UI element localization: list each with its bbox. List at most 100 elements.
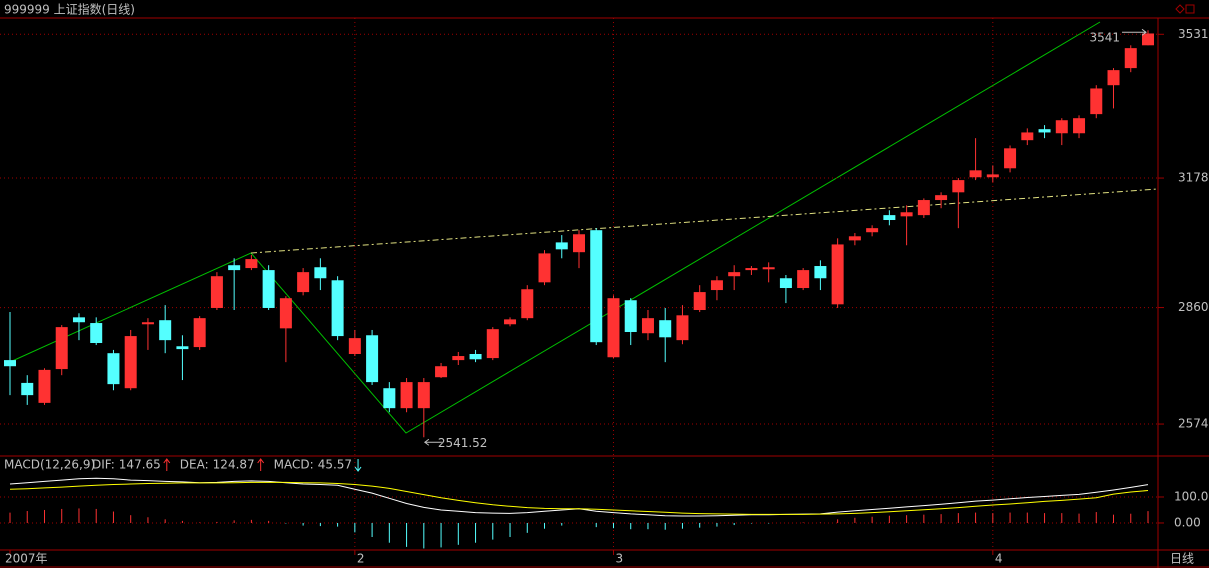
trend-line	[250, 188, 1159, 254]
x-tick-label: 3	[615, 552, 623, 566]
candle-body	[176, 346, 189, 350]
candle-body	[762, 267, 775, 270]
candle-body	[883, 215, 896, 221]
candle-body	[159, 320, 172, 341]
candle-body	[21, 382, 34, 396]
candle-body	[1021, 132, 1034, 141]
candle-body	[90, 323, 103, 344]
y-tick-label: 3531	[1178, 27, 1209, 41]
y-tick-label: 0.00	[1174, 515, 1201, 529]
legend-value: 124.87	[213, 458, 255, 472]
candle-body	[555, 242, 568, 250]
candle-body	[866, 228, 879, 233]
x-tick-label: 4	[995, 552, 1003, 566]
candle-body	[1004, 148, 1017, 169]
candle-body	[917, 200, 930, 216]
candle-body	[210, 276, 223, 308]
x-tick-label: 2007年	[5, 552, 48, 566]
candle-body	[348, 338, 361, 354]
legend-name: MACD:	[274, 458, 314, 472]
candle-body	[779, 278, 792, 289]
candle-body	[383, 388, 396, 409]
candle-body	[331, 280, 344, 337]
trend-line	[9, 21, 1101, 434]
candle-body	[728, 272, 741, 277]
candle-body	[279, 298, 292, 329]
candle-body	[1055, 120, 1068, 134]
indicator-title: MACD(12,26,9)	[4, 458, 95, 472]
candle-body	[1073, 118, 1086, 134]
candle-body	[848, 236, 861, 241]
period-label: 日线	[1170, 552, 1194, 566]
candle-body	[1107, 70, 1120, 86]
candle-body	[745, 268, 758, 271]
candle-body	[607, 298, 620, 358]
y-tick-label: 3178	[1178, 171, 1209, 185]
y-tick-label: 2574	[1178, 417, 1209, 431]
window-icon[interactable]	[1185, 4, 1195, 14]
trend-arrow	[163, 458, 171, 471]
annotation-low: 2541.52	[438, 436, 488, 450]
legend-value: 147.65	[119, 458, 161, 472]
legend-name: DEA:	[180, 458, 209, 472]
annotation-high: 3541	[1089, 31, 1120, 45]
candle-body	[486, 329, 499, 359]
candle-body	[469, 353, 482, 360]
y-tick-label: 100.0	[1174, 489, 1208, 503]
macd-line	[9, 481, 1149, 515]
candle-body	[314, 267, 327, 279]
candle-body	[590, 230, 603, 343]
candle-body	[935, 195, 948, 201]
candle-body	[969, 170, 982, 178]
candle-body	[452, 356, 465, 361]
candle-body	[521, 289, 534, 319]
candle-body	[659, 320, 672, 338]
y-tick-label: 2860	[1178, 300, 1209, 314]
candle-body	[72, 317, 85, 323]
candle-body	[693, 292, 706, 311]
candle-body	[676, 315, 689, 341]
candle-body	[986, 174, 999, 178]
candle-body	[4, 360, 16, 367]
candle-body	[1090, 88, 1103, 115]
candle-body	[417, 382, 430, 409]
legend-name: DIF:	[92, 458, 115, 472]
candle-body	[1142, 33, 1154, 46]
candle-body	[504, 319, 517, 325]
candle-body	[573, 234, 585, 253]
candle-body	[245, 259, 258, 269]
window-icon[interactable]	[1175, 4, 1185, 14]
candle-body	[366, 335, 379, 383]
candle-body	[262, 270, 275, 308]
annotation-arrow	[423, 438, 442, 446]
candle-body	[538, 253, 551, 283]
candle-body	[297, 272, 310, 293]
candle-body	[1038, 129, 1051, 133]
candle-body	[952, 180, 965, 193]
candle-body	[710, 280, 723, 291]
candle-body	[55, 327, 68, 370]
candle-body	[107, 353, 120, 385]
candle-body	[193, 318, 206, 348]
candle-body	[38, 369, 51, 403]
candle-body	[814, 266, 827, 279]
legend-value: 45.57	[318, 458, 352, 472]
candle-body	[124, 336, 137, 389]
x-tick-label: 2	[357, 552, 365, 566]
candle-body	[141, 322, 154, 325]
trend-arrow	[354, 459, 362, 472]
candle-body	[435, 366, 448, 378]
candle-body	[400, 382, 413, 409]
candle-body	[797, 270, 810, 289]
chart-title: 999999 上证指数(日线)	[4, 2, 135, 17]
candle-body	[641, 318, 654, 334]
candle-body	[831, 244, 844, 305]
candle-body	[900, 212, 913, 217]
annotation-arrow	[1122, 28, 1147, 36]
candle-body	[228, 265, 241, 271]
candle-body	[1124, 48, 1137, 69]
candle-body	[624, 300, 637, 333]
trend-arrow	[257, 458, 265, 471]
